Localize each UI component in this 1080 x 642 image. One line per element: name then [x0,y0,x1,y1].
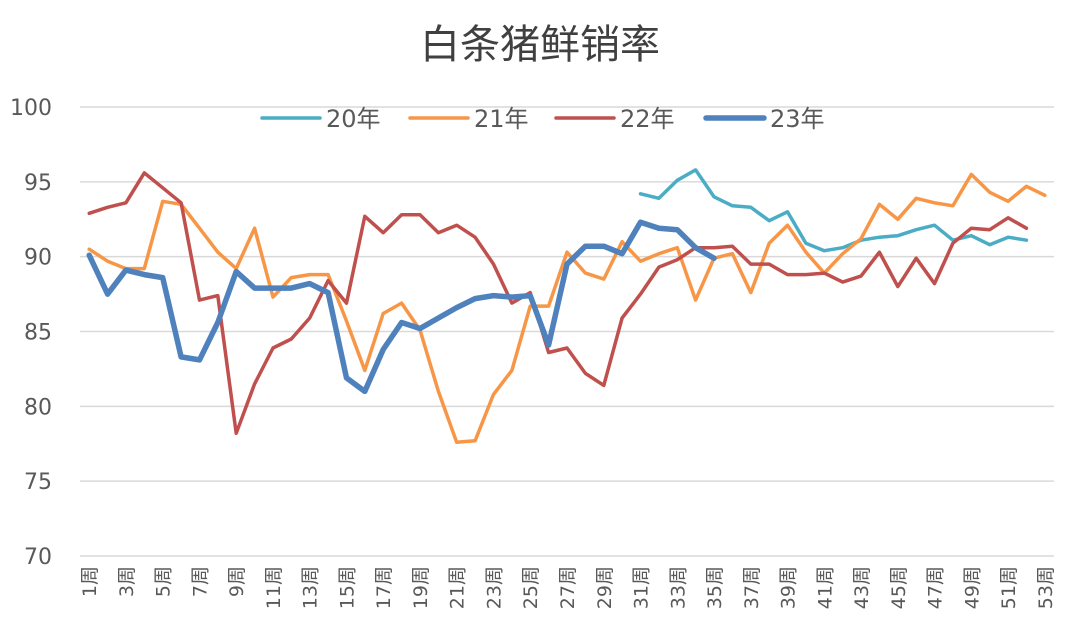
legend-label: 22年 [620,105,675,133]
x-tick-label: 37周 [741,566,763,609]
series-line-4 [86,219,717,395]
y-tick-label: 70 [24,545,52,570]
x-tick-label: 49周 [961,566,983,609]
x-tick-label: 35周 [704,566,726,609]
x-tick-label: 3周 [116,566,138,597]
legend-label: 23年 [770,105,825,133]
x-tick-label: 1周 [79,566,101,597]
series-line-3 [87,171,1029,436]
x-axis-ticks: 1周 3周 5周 7周 9周 11周 13周 15周 17周 19周 21周 23周 25周 27周 29周… [79,566,1057,609]
x-tick-label: 31周 [631,566,653,609]
legend-label: 20年 [326,105,381,133]
y-tick-label: 85 [24,321,52,346]
y-tick-label: 95 [24,171,52,196]
y-axis-ticks: 70 75 80 85 90 95 100 [10,96,52,570]
x-tick-label: 25周 [520,566,542,609]
x-tick-label: 39周 [778,566,800,609]
y-tick-label: 80 [24,395,52,420]
x-tick-label: 11周 [263,566,285,609]
x-tick-label: 19周 [410,566,432,609]
x-tick-label: 43周 [851,566,873,609]
x-tick-label: 9周 [226,566,248,597]
x-tick-label: 5周 [153,566,175,597]
x-tick-label: 27周 [557,566,579,609]
x-tick-label: 45周 [888,566,910,609]
series-lines [86,168,1047,445]
x-tick-label: 47周 [925,566,947,609]
x-tick-label: 51周 [998,566,1020,609]
x-tick-label: 13周 [300,566,322,609]
series-line-2 [87,172,1047,445]
x-tick-label: 23周 [483,566,505,609]
legend-label: 21年 [474,105,529,133]
y-tick-label: 100 [10,96,52,121]
x-tick-label: 7周 [189,566,211,597]
x-tick-label: 53周 [1035,566,1057,609]
x-tick-label: 29周 [594,566,616,609]
y-tick-label: 90 [24,246,52,271]
x-tick-label: 41周 [814,566,836,609]
x-tick-label: 17周 [373,566,395,609]
x-tick-label: 21周 [447,566,469,609]
x-tick-label: 15周 [336,566,358,609]
chart-title: 白条猪鲜销率 [420,22,660,68]
legend: 20年 21年 22年 23年 [260,105,825,133]
x-tick-label: 33周 [667,566,689,609]
y-tick-label: 75 [24,470,52,495]
gridlines [80,106,1054,557]
